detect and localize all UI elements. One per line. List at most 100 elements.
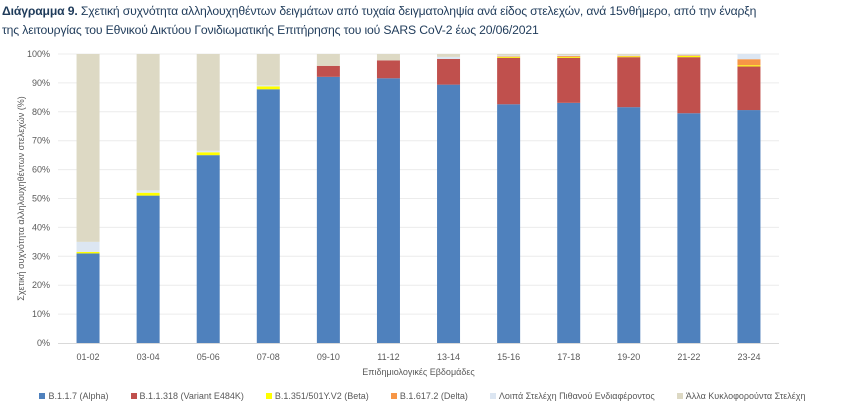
bar-segment-19-20-series-5 [617,54,641,55]
legend-item-5: Άλλα Κυκλοφορούντα Στελέχη [676,391,806,401]
bar-segment-17-18-series-1 [557,57,581,103]
y-axis-ticks: 0% 10% 20% 30% 40% 50% 60% 70% 80% 90% 100% [27,49,50,348]
title-text-1: Σχετική συχνότητα αλληλουχηθέντων δειγμά… [77,4,757,18]
bar-segment-07-08-series-2 [256,86,280,90]
bar-segment-21-22-series-0 [677,113,701,344]
bar-segment-17-18-series-0 [557,102,581,343]
bar-segment-03-04-series-2 [136,192,160,196]
bar-segment-21-22-series-2 [677,56,701,58]
bar-segment-13-14-series-0 [437,84,461,343]
y-tick-label: 40% [32,222,50,232]
bar-segment-17-18-series-3 [557,56,581,57]
bar-stack-15-16 [497,54,521,343]
chart-title-line1: Διάγραμμα 9. Σχετική συχνότητα αλληλουχη… [2,2,842,21]
legend-label: Λοιπά Στελέχη Πιθανού Ενδιαφέροντος [498,391,655,401]
bar-segment-05-06-series-4 [196,150,220,153]
bar-segment-15-16-series-3 [497,56,521,57]
bar-segment-07-08-series-5 [256,54,280,86]
x-tick-label: 13-14 [437,352,460,362]
x-tick-label: 11-12 [377,352,399,362]
x-tick-label: 23-24 [737,352,760,362]
legend-label: B.1.1.7 (Alpha) [48,391,109,401]
figure-number: Διάγραμμα 9. [2,4,78,18]
x-tick-label: 17-18 [557,352,580,362]
bar-segment-03-04-series-0 [136,195,160,343]
bar-segment-23-24-series-0 [737,110,761,343]
bar-segment-23-24-series-1 [737,66,761,111]
bar-segment-15-16-series-5 [497,54,521,56]
bar-segment-07-08-series-0 [256,89,280,344]
bar-segment-13-14-series-5 [437,54,461,57]
x-axis-label: Επιδημιολογικές Εβδομάδες [362,367,475,377]
y-tick-label: 80% [32,107,50,117]
bar-stack-09-10 [316,54,340,344]
bar-segment-21-22-series-5 [677,54,701,55]
x-axis-ticks: 01-02 03-04 05-06 07-08 09-10 11-12 13-14 15-16… [77,352,761,362]
bar-segment-03-04-series-4 [136,190,160,193]
y-tick-label: 30% [32,251,50,261]
bar-segment-21-22-series-4 [677,54,701,56]
y-tick-label: 90% [32,78,50,88]
chart-title: Διάγραμμα 9. Σχετική συχνότητα αλληλουχη… [2,2,842,40]
x-tick-label: 21-22 [677,352,700,362]
bar-stack-07-08 [256,54,280,344]
legend-swatch-icon [265,393,272,399]
bar-stack-13-14 [437,54,461,343]
bar-segment-01-02-series-4 [76,241,100,252]
y-tick-label: 50% [32,194,50,204]
bar-segment-09-10-series-1 [316,65,340,77]
bar-segment-15-16-series-4 [497,55,521,57]
bar-segment-01-02-series-5 [76,54,100,242]
bar-segment-17-18-series-2 [557,56,581,58]
bar-segment-17-18-series-4 [557,55,581,57]
legend-label: B.1.617.2 (Delta) [399,391,468,401]
gridlines [58,53,779,315]
legend-swatch-icon [130,393,137,399]
bar-segment-17-18-series-5 [557,54,581,56]
x-tick-label: 01-02 [77,352,100,362]
y-tick-label: 10% [32,309,50,319]
bar-stack-01-02 [76,54,100,343]
bar-segment-21-22-series-3 [677,55,701,57]
bar-segment-19-20-series-3 [617,55,641,57]
bar-segment-19-20-series-4 [617,54,641,56]
y-axis-label: Σχετική συχνότητα αλληλουχηθέντων στελεχ… [16,96,26,300]
bar-segment-03-04-series-5 [136,54,160,191]
legend-item-4: Λοιπά Στελέχη Πιθανού Ενδιαφέροντος [489,391,655,401]
bar-segment-23-24-series-3 [737,59,761,66]
y-tick-label: 70% [32,136,50,146]
bar-stack-21-22 [677,54,701,344]
chart-legend: B.1.1.7 (Alpha) B.1.1.318 (Variant E484K)… [0,391,845,401]
bar-segment-15-16-series-2 [497,56,521,58]
x-tick-label: 07-08 [257,352,280,362]
y-tick-label: 60% [32,165,50,175]
bar-segment-09-10-series-5 [316,54,340,66]
bar-segment-05-06-series-0 [196,155,220,343]
x-tick-label: 19-20 [617,352,640,362]
x-tick-label: 05-06 [197,352,220,362]
bar-segment-05-06-series-2 [196,152,220,156]
bar-segment-23-24-series-4 [737,54,761,60]
legend-swatch-icon [489,393,496,399]
bar-segment-19-20-series-2 [617,56,641,58]
legend-item-0: B.1.1.7 (Alpha) [39,391,109,401]
bar-segment-11-12-series-1 [376,60,400,79]
bar-segment-13-14-series-4 [437,56,461,59]
y-tick-label: 0% [37,338,50,348]
bar-stack-23-24 [737,54,761,343]
bar-segment-11-12-series-5 [376,54,400,61]
legend-item-1: B.1.1.318 (Variant E484K) [130,391,244,401]
bar-stack-05-06 [196,54,220,343]
bar-segment-01-02-series-2 [76,251,100,254]
bar-segment-11-12-series-0 [376,78,400,343]
bar-segment-21-22-series-1 [677,57,701,114]
bar-stack-03-04 [136,54,160,343]
bar-segment-01-02-series-0 [76,253,100,343]
legend-swatch-icon [39,393,46,399]
bar-segment-19-20-series-1 [617,57,641,108]
chart-title-line2: της λειτουργίας του Εθνικού Δικτύου Γονι… [2,23,539,37]
x-tick-label: 03-04 [137,352,160,362]
bars [76,54,761,344]
legend-swatch-icon [676,393,683,399]
